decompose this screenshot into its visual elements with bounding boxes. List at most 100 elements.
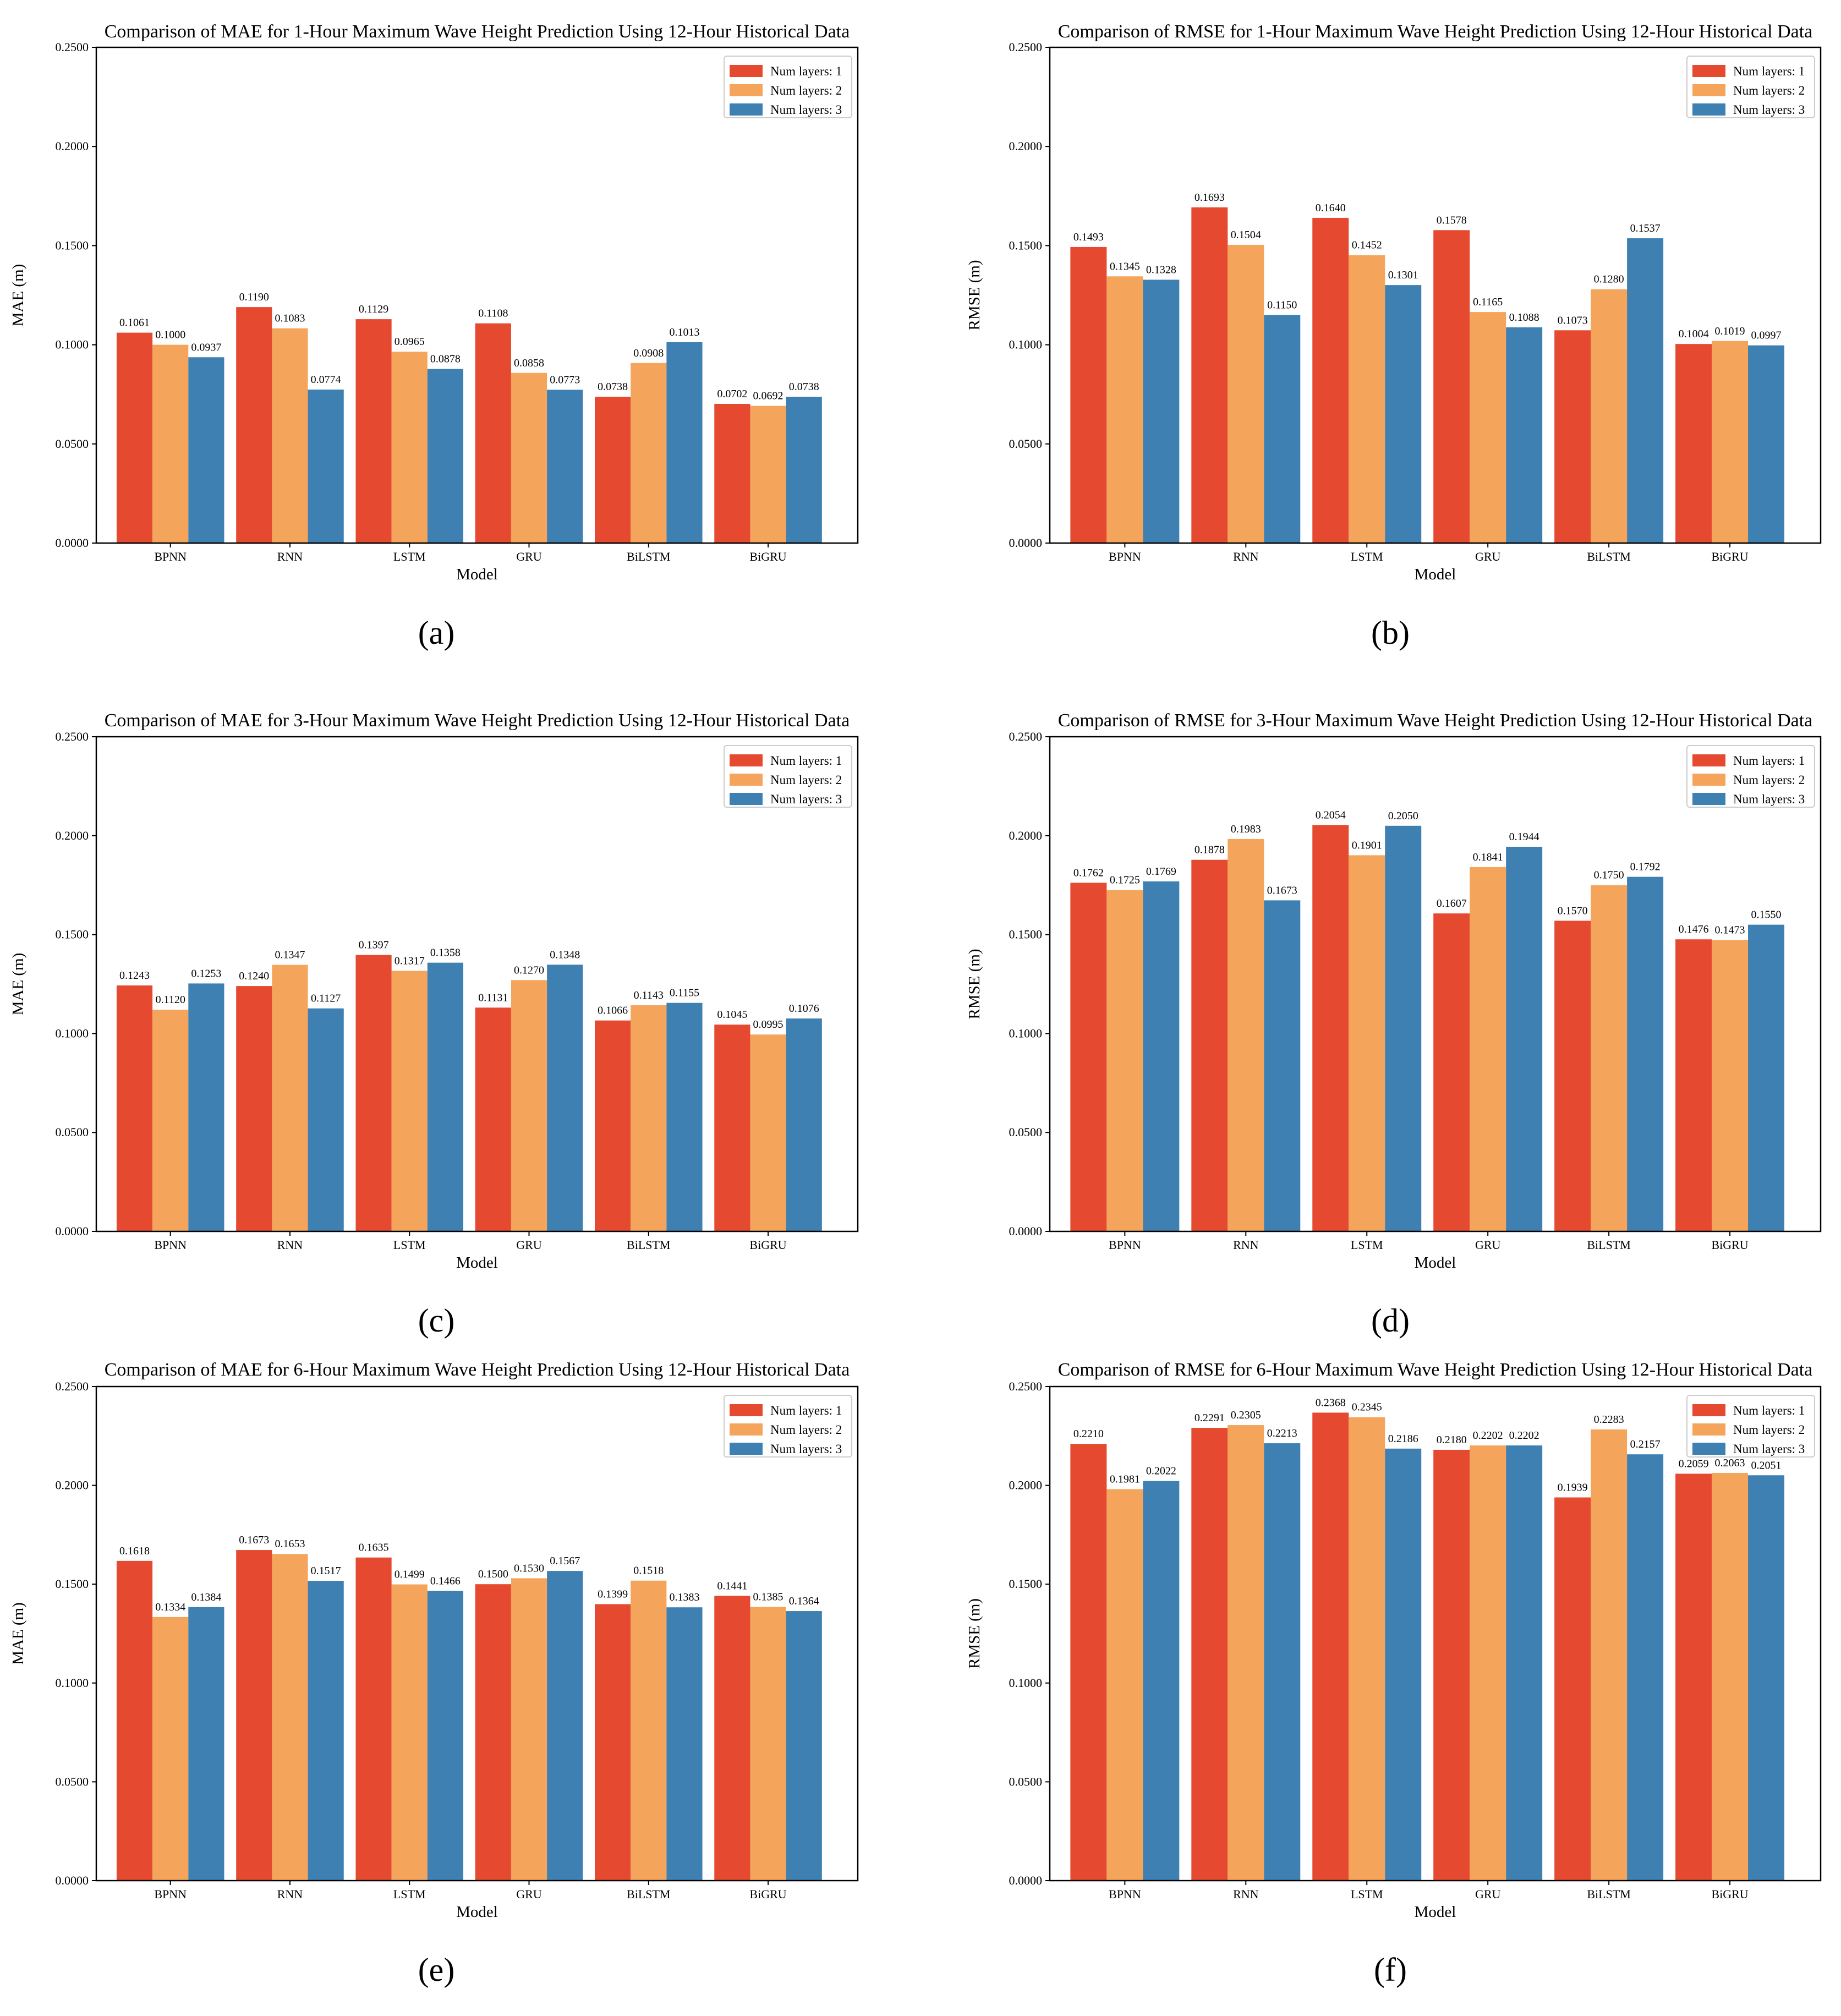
bar [1433,913,1470,1231]
bar [595,1604,631,1881]
bar [1191,859,1228,1231]
y-tick-label: 0.2000 [56,1478,89,1492]
data-label: 0.1397 [359,939,389,951]
x-axis-label: Model [1415,1903,1456,1921]
bar [475,323,511,543]
bar [595,397,631,543]
data-label: 0.1384 [191,1591,221,1603]
data-label: 0.2213 [1267,1427,1297,1439]
bar [1591,1429,1628,1881]
axes-frame [95,46,859,544]
x-tick-label: GRU [516,1238,542,1252]
x-axis-label: Model [456,1254,498,1272]
data-label: 0.2157 [1630,1438,1661,1450]
x-axis-label: Model [456,566,498,583]
y-axis-label: RMSE (m) [966,949,983,1019]
bar [152,344,189,543]
chart-title: Comparison of MAE for 1-Hour Maximum Wav… [105,21,850,42]
data-label: 0.1385 [753,1591,783,1603]
data-label: 0.1190 [239,291,269,303]
y-tick-label: 0.2000 [1009,139,1043,153]
bar [1264,1443,1301,1881]
data-label: 0.1328 [1146,264,1176,276]
legend-swatch [1692,1423,1725,1436]
panel-label: (c) [418,1302,455,1339]
legend: Num layers: 1 Num layers: 2 Num layers: 3 [1686,1395,1815,1458]
data-label: 0.1578 [1437,214,1467,226]
legend-swatch [730,1404,763,1416]
legend-swatch [1692,774,1725,786]
bar [1627,238,1664,543]
data-label: 0.1939 [1558,1482,1588,1494]
legend-label: Num layers: 3 [770,103,842,117]
y-tick-label: 0.2500 [56,40,89,54]
bar [1748,924,1785,1231]
x-tick-label: LSTM [1351,1238,1383,1252]
bar [188,1607,224,1881]
bar [1470,312,1506,543]
bar [308,1581,344,1881]
bar [547,390,583,543]
legend-swatch [1692,1404,1725,1416]
y-tick-label: 0.0500 [1009,1774,1043,1788]
data-label: 0.1076 [789,1002,819,1015]
bar [355,955,392,1231]
bar [1712,940,1749,1231]
bar [1470,867,1506,1231]
data-label: 0.1653 [275,1538,305,1550]
bar [750,1034,786,1231]
bar [1433,1449,1470,1881]
bar [511,980,547,1231]
legend: Num layers: 1 Num layers: 2 Num layers: 3 [724,745,852,808]
bar [1312,1412,1349,1881]
data-label: 0.2305 [1231,1409,1261,1421]
data-label: 0.1155 [670,987,699,999]
chart-panel: Comparison of MAE for 6-Hour Maximum Wav… [9,1360,859,1988]
data-label: 0.2022 [1146,1465,1176,1477]
bar [475,1007,511,1231]
bar [1191,207,1228,544]
bar [1264,900,1301,1231]
data-label: 0.1165 [1473,296,1503,308]
data-label: 0.0738 [789,381,819,393]
y-tick-label: 0.1500 [1009,928,1043,941]
data-label: 0.1452 [1352,239,1382,251]
data-label: 0.1618 [119,1545,150,1557]
legend: Num layers: 1 Num layers: 2 Num layers: 3 [724,1395,852,1458]
data-label: 0.1725 [1110,874,1140,886]
y-tick-label: 0.0500 [56,1774,89,1788]
bar [666,1607,703,1881]
data-label: 0.1673 [239,1534,269,1546]
bar [272,1554,308,1881]
data-label: 0.1143 [634,989,664,1001]
data-label: 0.1473 [1715,924,1745,936]
data-label: 0.1243 [119,969,150,982]
x-tick-label: BiLSTM [1587,550,1630,563]
legend-label: Num layers: 1 [770,1404,842,1417]
data-label: 0.1131 [478,991,508,1004]
x-tick-label: BiGRU [749,550,786,563]
x-tick-label: BiLSTM [627,1238,670,1252]
y-tick-label: 0.2500 [1009,1379,1043,1393]
y-axis-label: RMSE (m) [966,1598,983,1669]
data-label: 0.0997 [1751,330,1782,342]
data-label: 0.1530 [514,1562,544,1574]
bar [714,1025,750,1231]
data-label: 0.1635 [359,1542,389,1554]
x-tick-label: GRU [516,1887,542,1901]
y-tick-label: 0.1500 [56,928,89,941]
x-tick-label: BiLSTM [627,1887,670,1901]
x-tick-label: RNN [277,550,303,563]
data-label: 0.1004 [1679,328,1709,340]
data-label: 0.1301 [1388,269,1418,281]
legend-label: Num layers: 2 [770,84,842,97]
legend-label: Num layers: 3 [770,792,842,806]
data-label: 0.1769 [1146,865,1176,878]
panel-label: (a) [418,615,455,651]
y-tick-label: 0.0500 [56,437,89,451]
data-label: 0.1944 [1509,831,1539,843]
legend-label: Num layers: 3 [1733,1442,1805,1456]
bar [152,1617,189,1881]
x-tick-label: BiLSTM [627,550,670,563]
